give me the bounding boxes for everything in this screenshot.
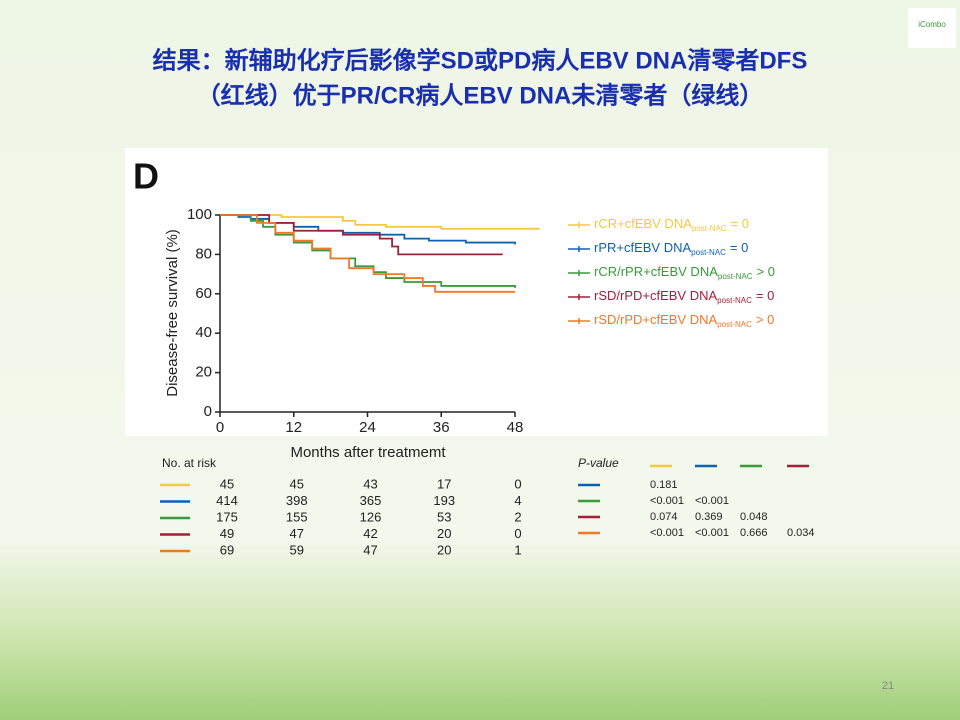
risk-count: 0 (514, 476, 521, 491)
y-tick-label: 100 (187, 206, 212, 223)
panel-label: D (133, 156, 159, 197)
risk-count: 47 (290, 526, 304, 541)
legend-name: rCR/rPR+cfEBV DNA (594, 264, 718, 279)
x-tick-label: 48 (507, 419, 524, 436)
risk-count: 2 (514, 509, 521, 524)
y-axis-label: Disease-free survival (%) (164, 229, 181, 397)
x-tick-label: 12 (285, 419, 302, 436)
title-line: 结果：新辅助化疗后影像学SD或PD病人EBV DNA清零者DFS (153, 46, 808, 74)
risk-count: 17 (437, 476, 451, 491)
legend-subscript: post-NAC (718, 272, 753, 281)
risk-count: 59 (290, 542, 304, 557)
logo: iCombo (918, 20, 946, 29)
p-value: <0.001 (650, 495, 684, 507)
p-value: 0.034 (787, 527, 815, 539)
risk-count: 365 (360, 493, 382, 508)
risk-count: 155 (286, 509, 308, 524)
p-value: 0.666 (740, 527, 768, 539)
y-tick-label: 20 (195, 364, 212, 381)
risk-count: 45 (290, 476, 304, 491)
risk-count: 126 (360, 509, 382, 524)
risk-count: 1 (514, 542, 521, 557)
risk-count: 45 (220, 476, 234, 491)
risk-count: 398 (286, 493, 308, 508)
p-value: 0.048 (740, 511, 768, 523)
x-tick-label: 24 (359, 419, 376, 436)
risk-count: 49 (220, 526, 234, 541)
risk-count: 53 (437, 509, 451, 524)
x-tick-label: 0 (216, 419, 224, 436)
y-tick-label: 60 (195, 285, 212, 302)
legend-condition: = 0 (756, 288, 774, 303)
pvalue-table-title: P-value (578, 456, 619, 470)
risk-count: 20 (437, 542, 451, 557)
legend-subscript: post-NAC (717, 320, 752, 329)
x-tick-label: 36 (433, 419, 450, 436)
survival-curve (220, 214, 540, 230)
risk-count: 0 (514, 526, 521, 541)
legend-subscript: post-NAC (692, 224, 727, 233)
legend-label: rPR+cfEBV DNApost-NAC = 0 (594, 240, 748, 257)
legend-condition: > 0 (756, 312, 774, 327)
survival-curve (220, 214, 515, 293)
risk-count: 69 (220, 542, 234, 557)
y-tick-label: 80 (195, 245, 212, 262)
legend-name: rSD/rPD+cfEBV DNA (594, 312, 717, 327)
y-tick-label: 0 (204, 403, 212, 420)
risk-count: 193 (433, 493, 455, 508)
page-number: 21 (882, 680, 894, 692)
p-value: 0.369 (695, 511, 723, 523)
legend-label: rCR+cfEBV DNApost-NAC = 0 (594, 216, 749, 233)
p-value: 0.181 (650, 479, 678, 491)
legend-subscript: post-NAC (691, 248, 726, 257)
legend-name: rSD/rPD+cfEBV DNA (594, 288, 717, 303)
p-value: <0.001 (650, 527, 684, 539)
risk-count: 43 (363, 476, 377, 491)
legend-condition: > 0 (757, 264, 775, 279)
legend-name: rPR+cfEBV DNA (594, 240, 691, 255)
risk-count: 20 (437, 526, 451, 541)
risk-count: 414 (216, 493, 238, 508)
title-line: （红线）优于PR/CR病人EBV DNA未清零者（绿线） (197, 81, 764, 109)
x-axis-label: Months after treatmemt (290, 444, 446, 461)
p-value: <0.001 (695, 495, 729, 507)
y-tick-label: 40 (195, 324, 212, 341)
legend-condition: = 0 (731, 216, 749, 231)
legend-condition: = 0 (730, 240, 748, 255)
p-value: <0.001 (695, 527, 729, 539)
logo-box (908, 8, 956, 48)
legend-label: rSD/rPD+cfEBV DNApost-NAC > 0 (594, 312, 774, 329)
legend-label: rCR/rPR+cfEBV DNApost-NAC > 0 (594, 264, 775, 281)
risk-count: 47 (363, 542, 377, 557)
risk-table-title: No. at risk (162, 456, 217, 470)
p-value: 0.074 (650, 511, 678, 523)
legend-label: rSD/rPD+cfEBV DNApost-NAC = 0 (594, 288, 774, 305)
legend-subscript: post-NAC (717, 296, 752, 305)
legend-name: rCR+cfEBV DNA (594, 216, 692, 231)
risk-count: 4 (514, 493, 521, 508)
risk-count: 42 (363, 526, 377, 541)
risk-count: 175 (216, 509, 238, 524)
